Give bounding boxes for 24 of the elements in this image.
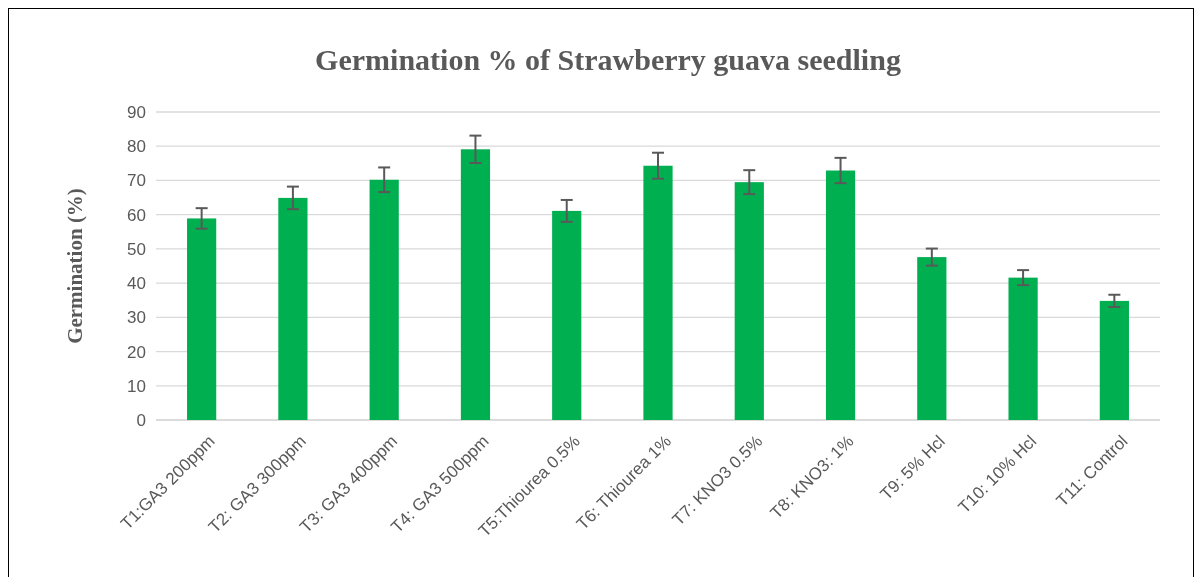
y-tick-label: 40 bbox=[127, 274, 146, 294]
bar bbox=[825, 170, 856, 420]
bar bbox=[552, 210, 582, 420]
y-tick-label: 10 bbox=[127, 376, 146, 396]
y-tick-label: 90 bbox=[127, 102, 146, 122]
y-tick-label: 70 bbox=[127, 171, 146, 191]
bar bbox=[1099, 300, 1129, 420]
y-tick-label: 20 bbox=[127, 342, 146, 362]
bar bbox=[1008, 277, 1038, 420]
y-tick-label: 0 bbox=[136, 410, 146, 430]
y-tick-label: 50 bbox=[127, 239, 146, 259]
chart-title: Germination % of Strawberry guava seedling bbox=[315, 43, 901, 76]
bar bbox=[917, 257, 947, 420]
y-tick-label: 60 bbox=[127, 205, 146, 225]
bar bbox=[187, 218, 217, 420]
bar bbox=[643, 165, 673, 420]
bar bbox=[278, 197, 308, 420]
bar bbox=[460, 149, 491, 420]
bar bbox=[369, 179, 399, 420]
y-axis-title: Germination (%) bbox=[63, 188, 87, 344]
y-tick-label: 80 bbox=[127, 137, 146, 157]
bar bbox=[734, 182, 764, 420]
x-tick-label: T9: 5% Hcl bbox=[876, 431, 949, 504]
y-tick-label: 30 bbox=[127, 308, 146, 328]
